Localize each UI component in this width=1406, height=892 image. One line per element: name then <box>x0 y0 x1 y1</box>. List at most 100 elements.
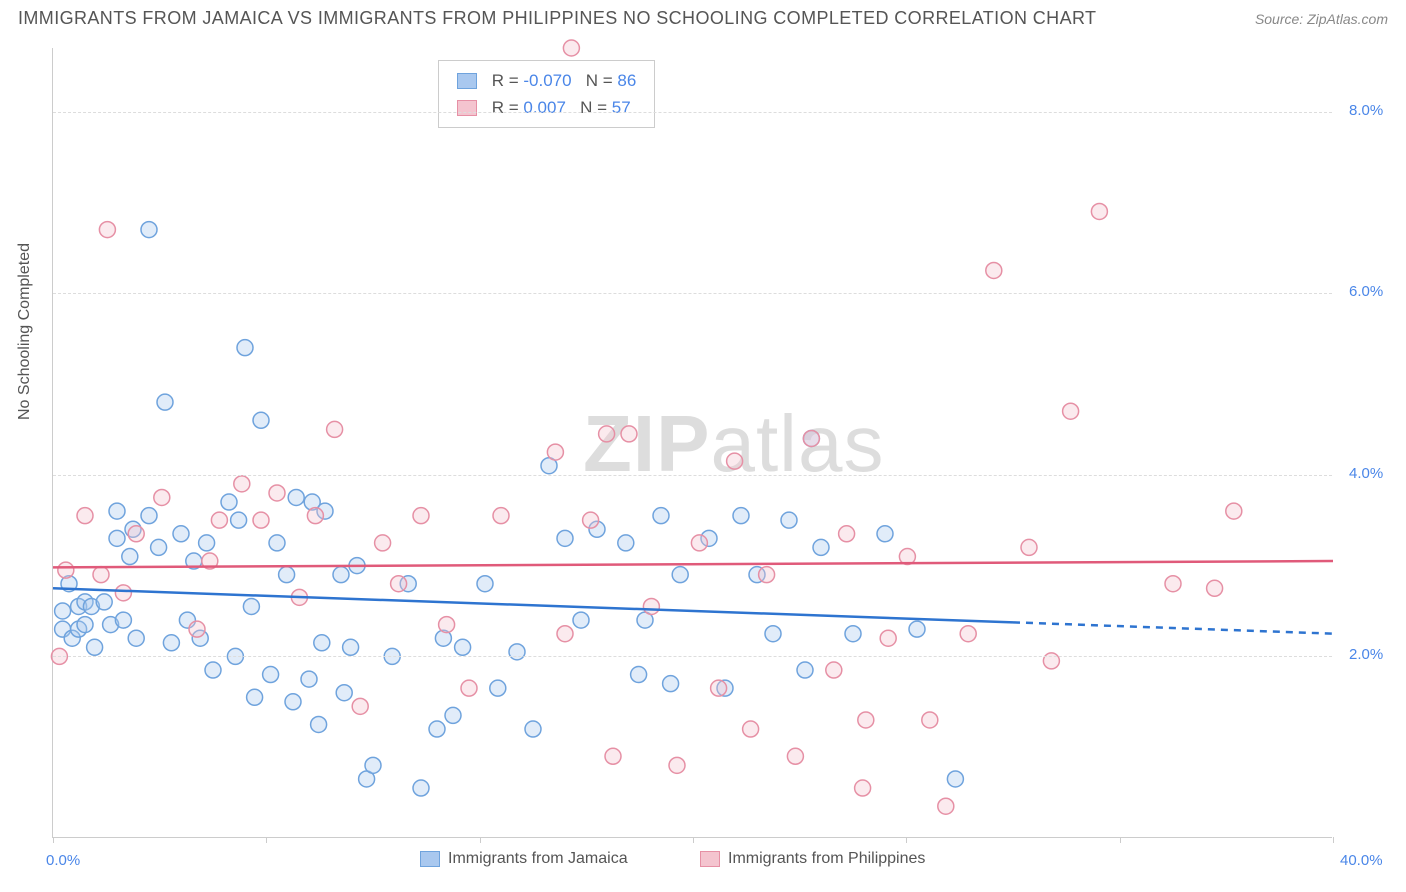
x-tick <box>266 837 267 843</box>
data-point <box>141 222 157 238</box>
data-point <box>96 594 112 610</box>
data-point <box>288 489 304 505</box>
legend-label-jamaica: Immigrants from Jamaica <box>448 850 628 868</box>
data-point <box>455 639 471 655</box>
x-axis-min-label: 0.0% <box>46 852 80 869</box>
data-point <box>327 421 343 437</box>
data-point <box>151 539 167 555</box>
data-point <box>547 444 563 460</box>
data-point <box>243 598 259 614</box>
data-point <box>269 535 285 551</box>
chart-svg <box>53 48 1332 837</box>
data-point <box>205 662 221 678</box>
data-point <box>115 612 131 628</box>
data-point <box>221 494 237 510</box>
legend-philippines: Immigrants from Philippines <box>700 850 925 868</box>
stat-n-philippines: 57 <box>612 98 631 117</box>
data-point <box>189 621 205 637</box>
data-point <box>583 512 599 528</box>
y-tick-label: 4.0% <box>1349 465 1383 482</box>
data-point <box>880 630 896 646</box>
data-point <box>1063 403 1079 419</box>
data-point <box>986 262 1002 278</box>
data-point <box>365 757 381 773</box>
x-tick <box>480 837 481 843</box>
data-point <box>525 721 541 737</box>
data-point <box>631 667 647 683</box>
data-point <box>122 549 138 565</box>
stat-row-1: R = -0.070 N = 86 <box>457 67 636 94</box>
data-point <box>87 639 103 655</box>
data-point <box>733 508 749 524</box>
x-tick <box>53 837 54 843</box>
data-point <box>445 707 461 723</box>
data-point <box>307 508 323 524</box>
data-point <box>509 644 525 660</box>
data-point <box>58 562 74 578</box>
data-point <box>109 503 125 519</box>
stat-row-2: R = 0.007 N = 57 <box>457 94 636 121</box>
data-point <box>1207 580 1223 596</box>
data-point <box>99 222 115 238</box>
data-point <box>199 535 215 551</box>
x-tick <box>1333 837 1334 843</box>
data-point <box>77 617 93 633</box>
data-point <box>759 567 775 583</box>
data-point <box>128 630 144 646</box>
data-point <box>247 689 263 705</box>
legend-label-philippines: Immigrants from Philippines <box>728 850 925 868</box>
data-point <box>477 576 493 592</box>
data-point <box>375 535 391 551</box>
data-point <box>343 639 359 655</box>
data-point <box>109 530 125 546</box>
data-point <box>301 671 317 687</box>
data-point <box>653 508 669 524</box>
data-point <box>333 567 349 583</box>
data-point <box>621 426 637 442</box>
data-point <box>1091 203 1107 219</box>
stat-box: R = -0.070 N = 86 R = 0.007 N = 57 <box>438 60 655 128</box>
data-point <box>573 612 589 628</box>
data-point <box>922 712 938 728</box>
data-point <box>231 512 247 528</box>
data-point <box>141 508 157 524</box>
stat-n-jamaica: 86 <box>617 71 636 90</box>
data-point <box>947 771 963 787</box>
data-point <box>797 662 813 678</box>
data-point <box>115 585 131 601</box>
stat-r-philippines: 0.007 <box>523 98 566 117</box>
x-tick <box>906 837 907 843</box>
data-point <box>938 798 954 814</box>
data-point <box>787 748 803 764</box>
x-tick <box>1120 837 1121 843</box>
data-point <box>352 698 368 714</box>
trend-line-dashed <box>1013 622 1333 633</box>
title-bar: IMMIGRANTS FROM JAMAICA VS IMMIGRANTS FR… <box>18 8 1388 29</box>
data-point <box>314 635 330 651</box>
data-point <box>563 40 579 56</box>
data-point <box>839 526 855 542</box>
data-point <box>1165 576 1181 592</box>
data-point <box>163 635 179 651</box>
data-point <box>461 680 477 696</box>
data-point <box>845 626 861 642</box>
source-credit: Source: ZipAtlas.com <box>1255 11 1388 27</box>
data-point <box>855 780 871 796</box>
data-point <box>439 617 455 633</box>
y-tick-label: 8.0% <box>1349 102 1383 119</box>
data-point <box>279 567 295 583</box>
chart-title: IMMIGRANTS FROM JAMAICA VS IMMIGRANTS FR… <box>18 8 1096 29</box>
data-point <box>311 716 327 732</box>
data-point <box>960 626 976 642</box>
data-point <box>599 426 615 442</box>
data-point <box>643 598 659 614</box>
data-point <box>493 508 509 524</box>
data-point <box>211 512 227 528</box>
data-point <box>1226 503 1242 519</box>
grid-line <box>53 112 1332 113</box>
data-point <box>55 603 71 619</box>
data-point <box>557 626 573 642</box>
data-point <box>1043 653 1059 669</box>
x-axis-max-label: 40.0% <box>1340 852 1383 869</box>
data-point <box>858 712 874 728</box>
